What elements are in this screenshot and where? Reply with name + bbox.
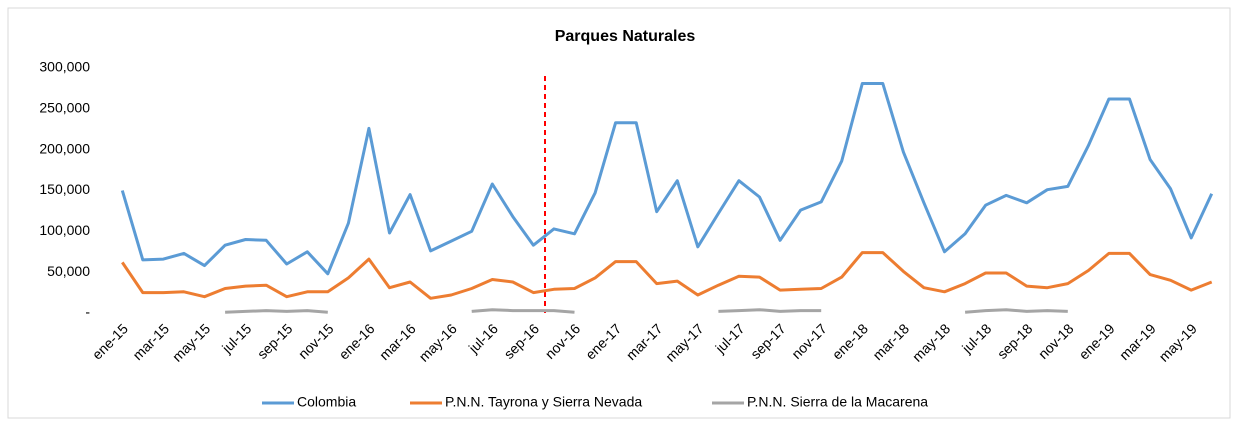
legend-label: P.N.N. Sierra de la Macarena — [747, 394, 928, 410]
legend-label: Colombia — [297, 394, 356, 410]
series-line — [121, 251, 1213, 300]
series-line — [225, 308, 1068, 314]
chart-title: Parques Naturales — [555, 28, 696, 45]
y-tick-label: 150,000 — [39, 181, 90, 197]
y-tick-label: 100,000 — [39, 222, 90, 238]
series-line — [120, 82, 1214, 276]
legend-label: P.N.N. Tayrona y Sierra Nevada — [445, 394, 642, 410]
y-tick-label: - — [85, 304, 90, 320]
y-tick-label: 50,000 — [47, 263, 90, 279]
y-tick-label: 250,000 — [39, 100, 90, 116]
y-tick-label: 200,000 — [39, 140, 90, 156]
y-tick-label: 300,000 — [39, 59, 90, 75]
chart-border — [7, 7, 1231, 419]
